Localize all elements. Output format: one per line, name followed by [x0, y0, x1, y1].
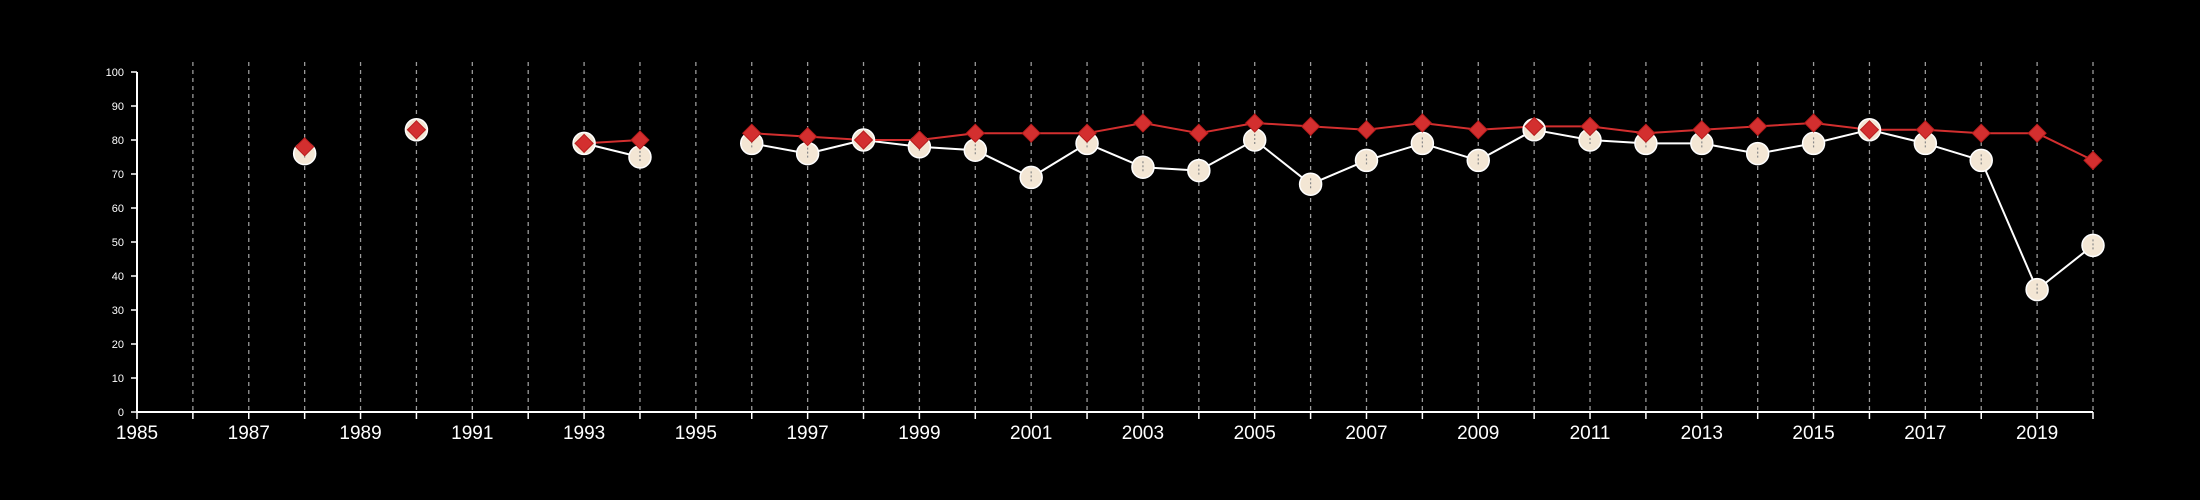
x-tick-label: 1999 — [898, 423, 940, 444]
diamond-marker — [853, 130, 874, 150]
x-tick-label: 1993 — [563, 423, 605, 444]
x-tick-label: 2007 — [1345, 423, 1387, 444]
series-markers — [292, 113, 2105, 302]
diamond-marker — [1133, 113, 1153, 133]
diamond-marker — [1189, 123, 1209, 143]
y-axis-ticks: 0 10 20 30 40 50 60 70 80 90 100 — [106, 67, 137, 419]
y-tick-label: 10 — [112, 373, 124, 385]
x-tick-label: 2001 — [1010, 423, 1052, 444]
diamond-marker — [406, 120, 427, 140]
diamond-marker — [1300, 116, 1321, 137]
x-tick-label: 2015 — [1792, 423, 1834, 444]
x-tick-label: 1997 — [786, 423, 828, 444]
x-tick-label: 1985 — [116, 423, 158, 444]
diamond-marker — [1692, 120, 1712, 140]
x-tick-label: 1991 — [451, 423, 493, 444]
y-tick-label: 30 — [112, 305, 124, 317]
x-tick-label: 2009 — [1457, 423, 1499, 444]
y-tick-label: 0 — [118, 407, 124, 419]
x-axis-ticks: 1985 1987 1989 1991 1993 1995 1997 1999 2001 2003… — [116, 412, 2094, 444]
diamond-marker — [1245, 113, 1265, 133]
x-tick-label: 2005 — [1234, 423, 1276, 444]
diamond-marker — [1803, 113, 1824, 133]
diamond-marker — [1859, 120, 1880, 140]
y-tick-label: 60 — [112, 203, 124, 215]
y-tick-label: 100 — [106, 67, 124, 79]
diamond-marker — [294, 137, 315, 157]
diamond-marker — [630, 130, 650, 150]
diamond-marker — [2027, 123, 2047, 143]
diamond-marker — [965, 123, 985, 143]
diamond-marker — [1580, 116, 1600, 137]
diamond-marker — [909, 130, 930, 150]
x-tick-label: 1989 — [339, 423, 381, 444]
y-tick-label: 40 — [112, 271, 124, 283]
diamond-marker — [797, 126, 818, 147]
diamond-marker — [742, 123, 762, 143]
diamond-marker — [1524, 116, 1544, 137]
x-tick-label: 1995 — [675, 423, 717, 444]
x-tick-label: 2019 — [2016, 423, 2058, 444]
diamond-marker — [574, 133, 594, 154]
y-tick-label: 80 — [112, 135, 124, 147]
y-tick-label: 50 — [112, 237, 124, 249]
diamond-marker — [1077, 123, 1097, 143]
diamond-marker — [1021, 123, 1041, 143]
y-tick-label: 20 — [112, 339, 124, 351]
diamond-marker — [1468, 120, 1488, 140]
x-tick-label: 2003 — [1122, 423, 1164, 444]
diamond-marker — [2083, 150, 2103, 171]
diamond-marker — [1915, 120, 1936, 140]
y-tick-label: 70 — [112, 169, 124, 181]
x-tick-label: 2013 — [1681, 423, 1723, 444]
y-tick-label: 90 — [112, 101, 124, 113]
diamond-marker — [1971, 123, 1991, 143]
x-tick-label: 2017 — [1904, 423, 1946, 444]
diamond-marker — [1636, 123, 1656, 143]
diamond-marker — [1356, 120, 1377, 140]
diamond-marker — [1747, 116, 1768, 137]
x-tick-label: 1987 — [228, 423, 270, 444]
diamond-marker — [1412, 113, 1433, 133]
x-tick-label: 2011 — [1570, 423, 1611, 444]
